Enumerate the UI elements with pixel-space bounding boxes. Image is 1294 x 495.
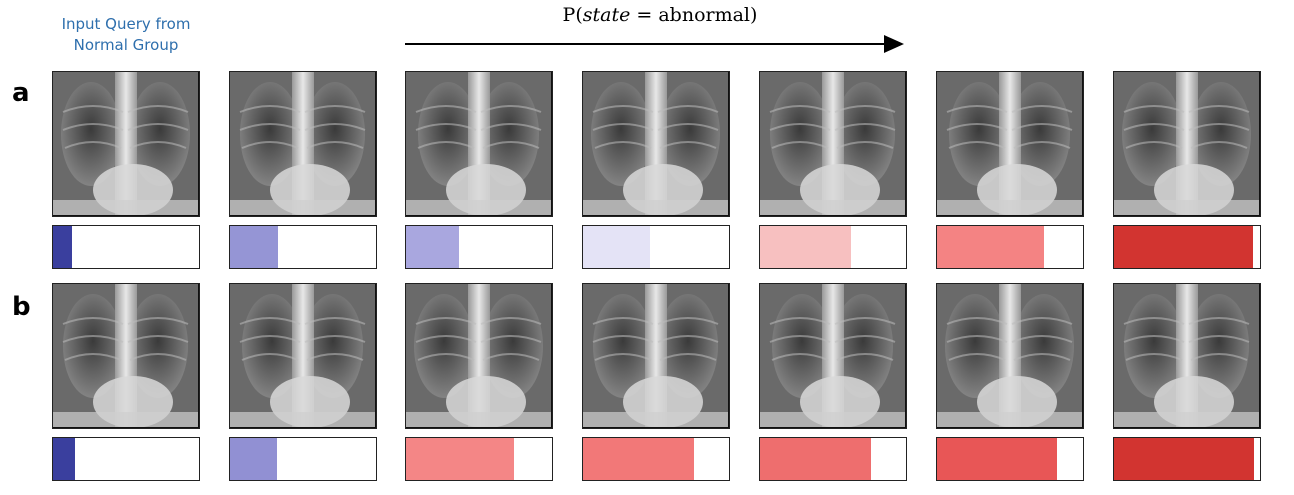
xray-image-a-5 xyxy=(759,71,907,217)
probability-bar-b-5 xyxy=(759,437,907,481)
probability-bar-fill xyxy=(230,226,279,268)
probability-bar-fill xyxy=(1114,226,1253,268)
probability-bar-fill xyxy=(937,438,1057,480)
probability-bar-fill xyxy=(53,226,72,268)
probability-bar-b-7 xyxy=(1113,437,1261,481)
xray-image-a-3 xyxy=(405,71,553,217)
prob-title-prefix: P( xyxy=(562,4,583,26)
row-a-label: a xyxy=(12,78,30,108)
xray-image-b-5 xyxy=(759,283,907,429)
xray-image-b-3 xyxy=(405,283,553,429)
xray-image-a-6 xyxy=(936,71,1084,217)
xray-image-a-4 xyxy=(582,71,730,217)
probability-bar-a-7 xyxy=(1113,225,1261,269)
xray-image-a-7 xyxy=(1113,71,1261,217)
probability-bar-a-3 xyxy=(405,225,553,269)
xray-image-b-4 xyxy=(582,283,730,429)
probability-bar-b-2 xyxy=(229,437,377,481)
probability-bar-fill xyxy=(760,438,871,480)
xray-image-b-2 xyxy=(229,283,377,429)
prob-title-suffix: = abnormal) xyxy=(630,4,758,26)
probability-bar-a-1 xyxy=(52,225,200,269)
probability-bar-fill xyxy=(937,226,1044,268)
probability-bar-fill xyxy=(406,226,459,268)
probability-axis-title: P(state = abnormal) xyxy=(480,4,840,26)
row-b-label: b xyxy=(12,292,31,322)
xray-image-a-1 xyxy=(52,71,200,217)
probability-bar-fill xyxy=(1114,438,1255,480)
probability-bar-b-1 xyxy=(52,437,200,481)
probability-bar-a-6 xyxy=(936,225,1084,269)
probability-bar-a-4 xyxy=(582,225,730,269)
probability-bar-fill xyxy=(583,226,651,268)
probability-bar-b-4 xyxy=(582,437,730,481)
probability-bar-b-3 xyxy=(405,437,553,481)
probability-bar-fill xyxy=(53,438,75,480)
probability-bar-fill xyxy=(760,226,851,268)
prob-title-var: state xyxy=(582,4,631,26)
query-label-line1: Input Query from xyxy=(61,15,191,33)
xray-image-b-1 xyxy=(52,283,200,429)
query-label: Input Query from Normal Group xyxy=(40,14,212,56)
probability-bar-a-5 xyxy=(759,225,907,269)
probability-bar-b-6 xyxy=(936,437,1084,481)
probability-bar-fill xyxy=(583,438,694,480)
probability-bar-fill xyxy=(406,438,515,480)
xray-image-b-7 xyxy=(1113,283,1261,429)
arrow-right-icon xyxy=(405,35,904,53)
probability-bar-fill xyxy=(230,438,277,480)
xray-image-b-6 xyxy=(936,283,1084,429)
xray-image-a-2 xyxy=(229,71,377,217)
query-label-line2: Normal Group xyxy=(73,36,179,54)
probability-bar-a-2 xyxy=(229,225,377,269)
